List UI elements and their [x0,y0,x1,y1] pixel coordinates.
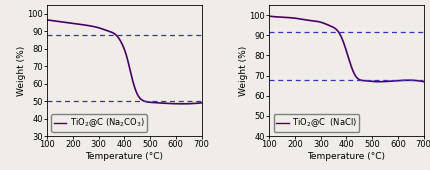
X-axis label: Temperature (°C): Temperature (°C) [307,152,385,161]
Legend: TiO$_2$@C (Na$_2$CO$_3$): TiO$_2$@C (Na$_2$CO$_3$) [52,114,147,132]
Y-axis label: Weight (%): Weight (%) [239,45,248,96]
Legend: TiO$_2$@C  (NaCl): TiO$_2$@C (NaCl) [273,114,359,132]
X-axis label: Temperature (°C): Temperature (°C) [86,152,163,161]
Y-axis label: Weight (%): Weight (%) [17,45,26,96]
